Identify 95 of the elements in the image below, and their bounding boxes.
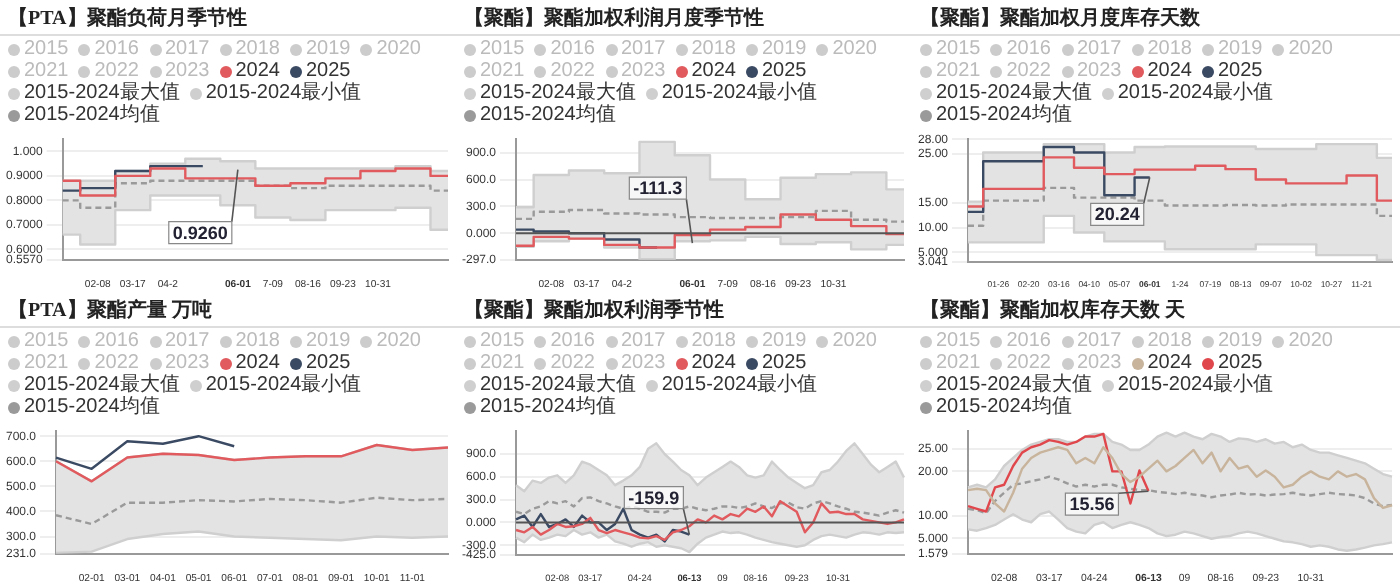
legend-label: 2022 bbox=[94, 352, 139, 374]
legend-label: 2015-2024最小值 bbox=[205, 82, 362, 104]
legend-label: 2022 bbox=[94, 60, 139, 82]
legend-label: 2015-2024均值 bbox=[480, 396, 616, 418]
legend-label: 2023 bbox=[621, 352, 666, 374]
legend-label: 2025 bbox=[1218, 352, 1263, 374]
legend-label: 2015-2024最小值 bbox=[661, 374, 818, 396]
legend-label: 2020 bbox=[1288, 38, 1333, 60]
legend-label: 2015-2024最大值 bbox=[480, 82, 636, 104]
chart-title: 【聚酯】聚酯加权库存天数 天 bbox=[912, 292, 1400, 328]
legend-label: 2024 bbox=[235, 352, 280, 374]
legend-label: 2019 bbox=[762, 38, 807, 60]
legend-label: 2021 bbox=[936, 60, 981, 82]
legend-label: 2015-2024最大值 bbox=[24, 82, 180, 104]
legend-label: 2017 bbox=[1077, 38, 1122, 60]
legend-label: 2025 bbox=[306, 352, 351, 374]
legend-label: 2021 bbox=[24, 352, 69, 374]
annotation: -111.3 bbox=[633, 178, 683, 199]
legend-label: 2015-2024最小值 bbox=[661, 82, 818, 104]
legend-label: 2018 bbox=[691, 330, 736, 352]
legend-label: 2020 bbox=[832, 330, 877, 352]
legend-label: 2018 bbox=[1147, 330, 1192, 352]
legend-label: 2015 bbox=[480, 38, 525, 60]
legend-label: 2015 bbox=[24, 38, 69, 60]
legend-label: 2022 bbox=[550, 60, 595, 82]
legend-label: 2021 bbox=[936, 352, 981, 374]
legend-label: 2015 bbox=[936, 38, 981, 60]
legend-label: 2018 bbox=[691, 38, 736, 60]
legend-label: 2022 bbox=[1006, 352, 1051, 374]
legend-label: 2015-2024最小值 bbox=[205, 374, 362, 396]
legend-label: 2024 bbox=[691, 60, 736, 82]
legend-label: 2023 bbox=[165, 352, 210, 374]
legend-label: 2016 bbox=[550, 330, 595, 352]
legend-label: 2015-2024最小值 bbox=[1117, 374, 1274, 396]
legend-label: 2023 bbox=[1077, 60, 1122, 82]
legend-label: 2015-2024最大值 bbox=[936, 374, 1092, 396]
chart-title: 【聚酯】聚酯加权利润月度季节性 bbox=[456, 0, 912, 36]
legend-label: 2016 bbox=[94, 330, 139, 352]
legend-label: 2024 bbox=[235, 60, 280, 82]
legend-label: 2023 bbox=[1077, 352, 1122, 374]
legend-label: 2019 bbox=[1218, 38, 1263, 60]
legend-label: 2021 bbox=[480, 60, 525, 82]
annotation: -159.9 bbox=[628, 487, 680, 508]
legend-label: 2025 bbox=[1218, 60, 1263, 82]
legend-label: 2016 bbox=[550, 38, 595, 60]
legend-label: 2025 bbox=[762, 60, 807, 82]
legend-label: 2015-2024最大值 bbox=[24, 374, 180, 396]
legend-label: 2015-2024均值 bbox=[480, 104, 616, 126]
legend-label: 2016 bbox=[94, 38, 139, 60]
legend-label: 2018 bbox=[235, 38, 280, 60]
legend-label: 2017 bbox=[165, 38, 210, 60]
legend-label: 2019 bbox=[306, 330, 351, 352]
legend-label: 2021 bbox=[480, 352, 525, 374]
legend-label: 2015-2024均值 bbox=[24, 396, 160, 418]
chart-title: 【聚酯】聚酯加权利润季节性 bbox=[456, 292, 912, 328]
legend-label: 2020 bbox=[376, 38, 421, 60]
legend-label: 2020 bbox=[832, 38, 877, 60]
legend-label: 2025 bbox=[762, 352, 807, 374]
legend-label: 2015 bbox=[936, 330, 981, 352]
legend-label: 2015-2024均值 bbox=[24, 104, 160, 126]
legend-label: 2021 bbox=[24, 60, 69, 82]
legend-label: 2022 bbox=[1006, 60, 1051, 82]
legend-label: 2015-2024最大值 bbox=[480, 374, 636, 396]
legend-label: 2024 bbox=[1147, 60, 1192, 82]
legend-label: 2016 bbox=[1006, 38, 1051, 60]
legend-label: 2023 bbox=[165, 60, 210, 82]
legend-label: 2015 bbox=[24, 330, 69, 352]
legend-label: 2022 bbox=[550, 352, 595, 374]
chart-title: 【PTA】聚酯产量 万吨 bbox=[0, 292, 456, 328]
legend-label: 2018 bbox=[235, 330, 280, 352]
legend-label: 2015-2024最小值 bbox=[1117, 82, 1274, 104]
legend-label: 2015-2024均值 bbox=[936, 396, 1072, 418]
legend-label: 2017 bbox=[165, 330, 210, 352]
legend-label: 2023 bbox=[621, 60, 666, 82]
legend-label: 2016 bbox=[1006, 330, 1051, 352]
legend-label: 2019 bbox=[306, 38, 351, 60]
annotation: 0.9260 bbox=[172, 222, 228, 243]
legend-label: 2024 bbox=[1147, 352, 1192, 374]
annotation: 20.24 bbox=[1094, 204, 1140, 225]
legend-label: 2019 bbox=[1218, 330, 1263, 352]
legend-label: 2015-2024均值 bbox=[936, 104, 1072, 126]
legend-label: 2015-2024最大值 bbox=[936, 82, 1092, 104]
legend-label: 2025 bbox=[306, 60, 351, 82]
legend-label: 2024 bbox=[691, 352, 736, 374]
legend-label: 2018 bbox=[1147, 38, 1192, 60]
legend-label: 2017 bbox=[621, 38, 666, 60]
legend-label: 2019 bbox=[762, 330, 807, 352]
annotation: 15.56 bbox=[1069, 494, 1115, 515]
legend-label: 2020 bbox=[1288, 330, 1333, 352]
legend-label: 2017 bbox=[1077, 330, 1122, 352]
legend-label: 2020 bbox=[376, 330, 421, 352]
legend-label: 2017 bbox=[621, 330, 666, 352]
chart-title: 【PTA】聚酯负荷月季节性 bbox=[0, 0, 456, 36]
chart-title: 【聚酯】聚酯加权月度库存天数 bbox=[912, 0, 1400, 36]
legend-label: 2015 bbox=[480, 330, 525, 352]
